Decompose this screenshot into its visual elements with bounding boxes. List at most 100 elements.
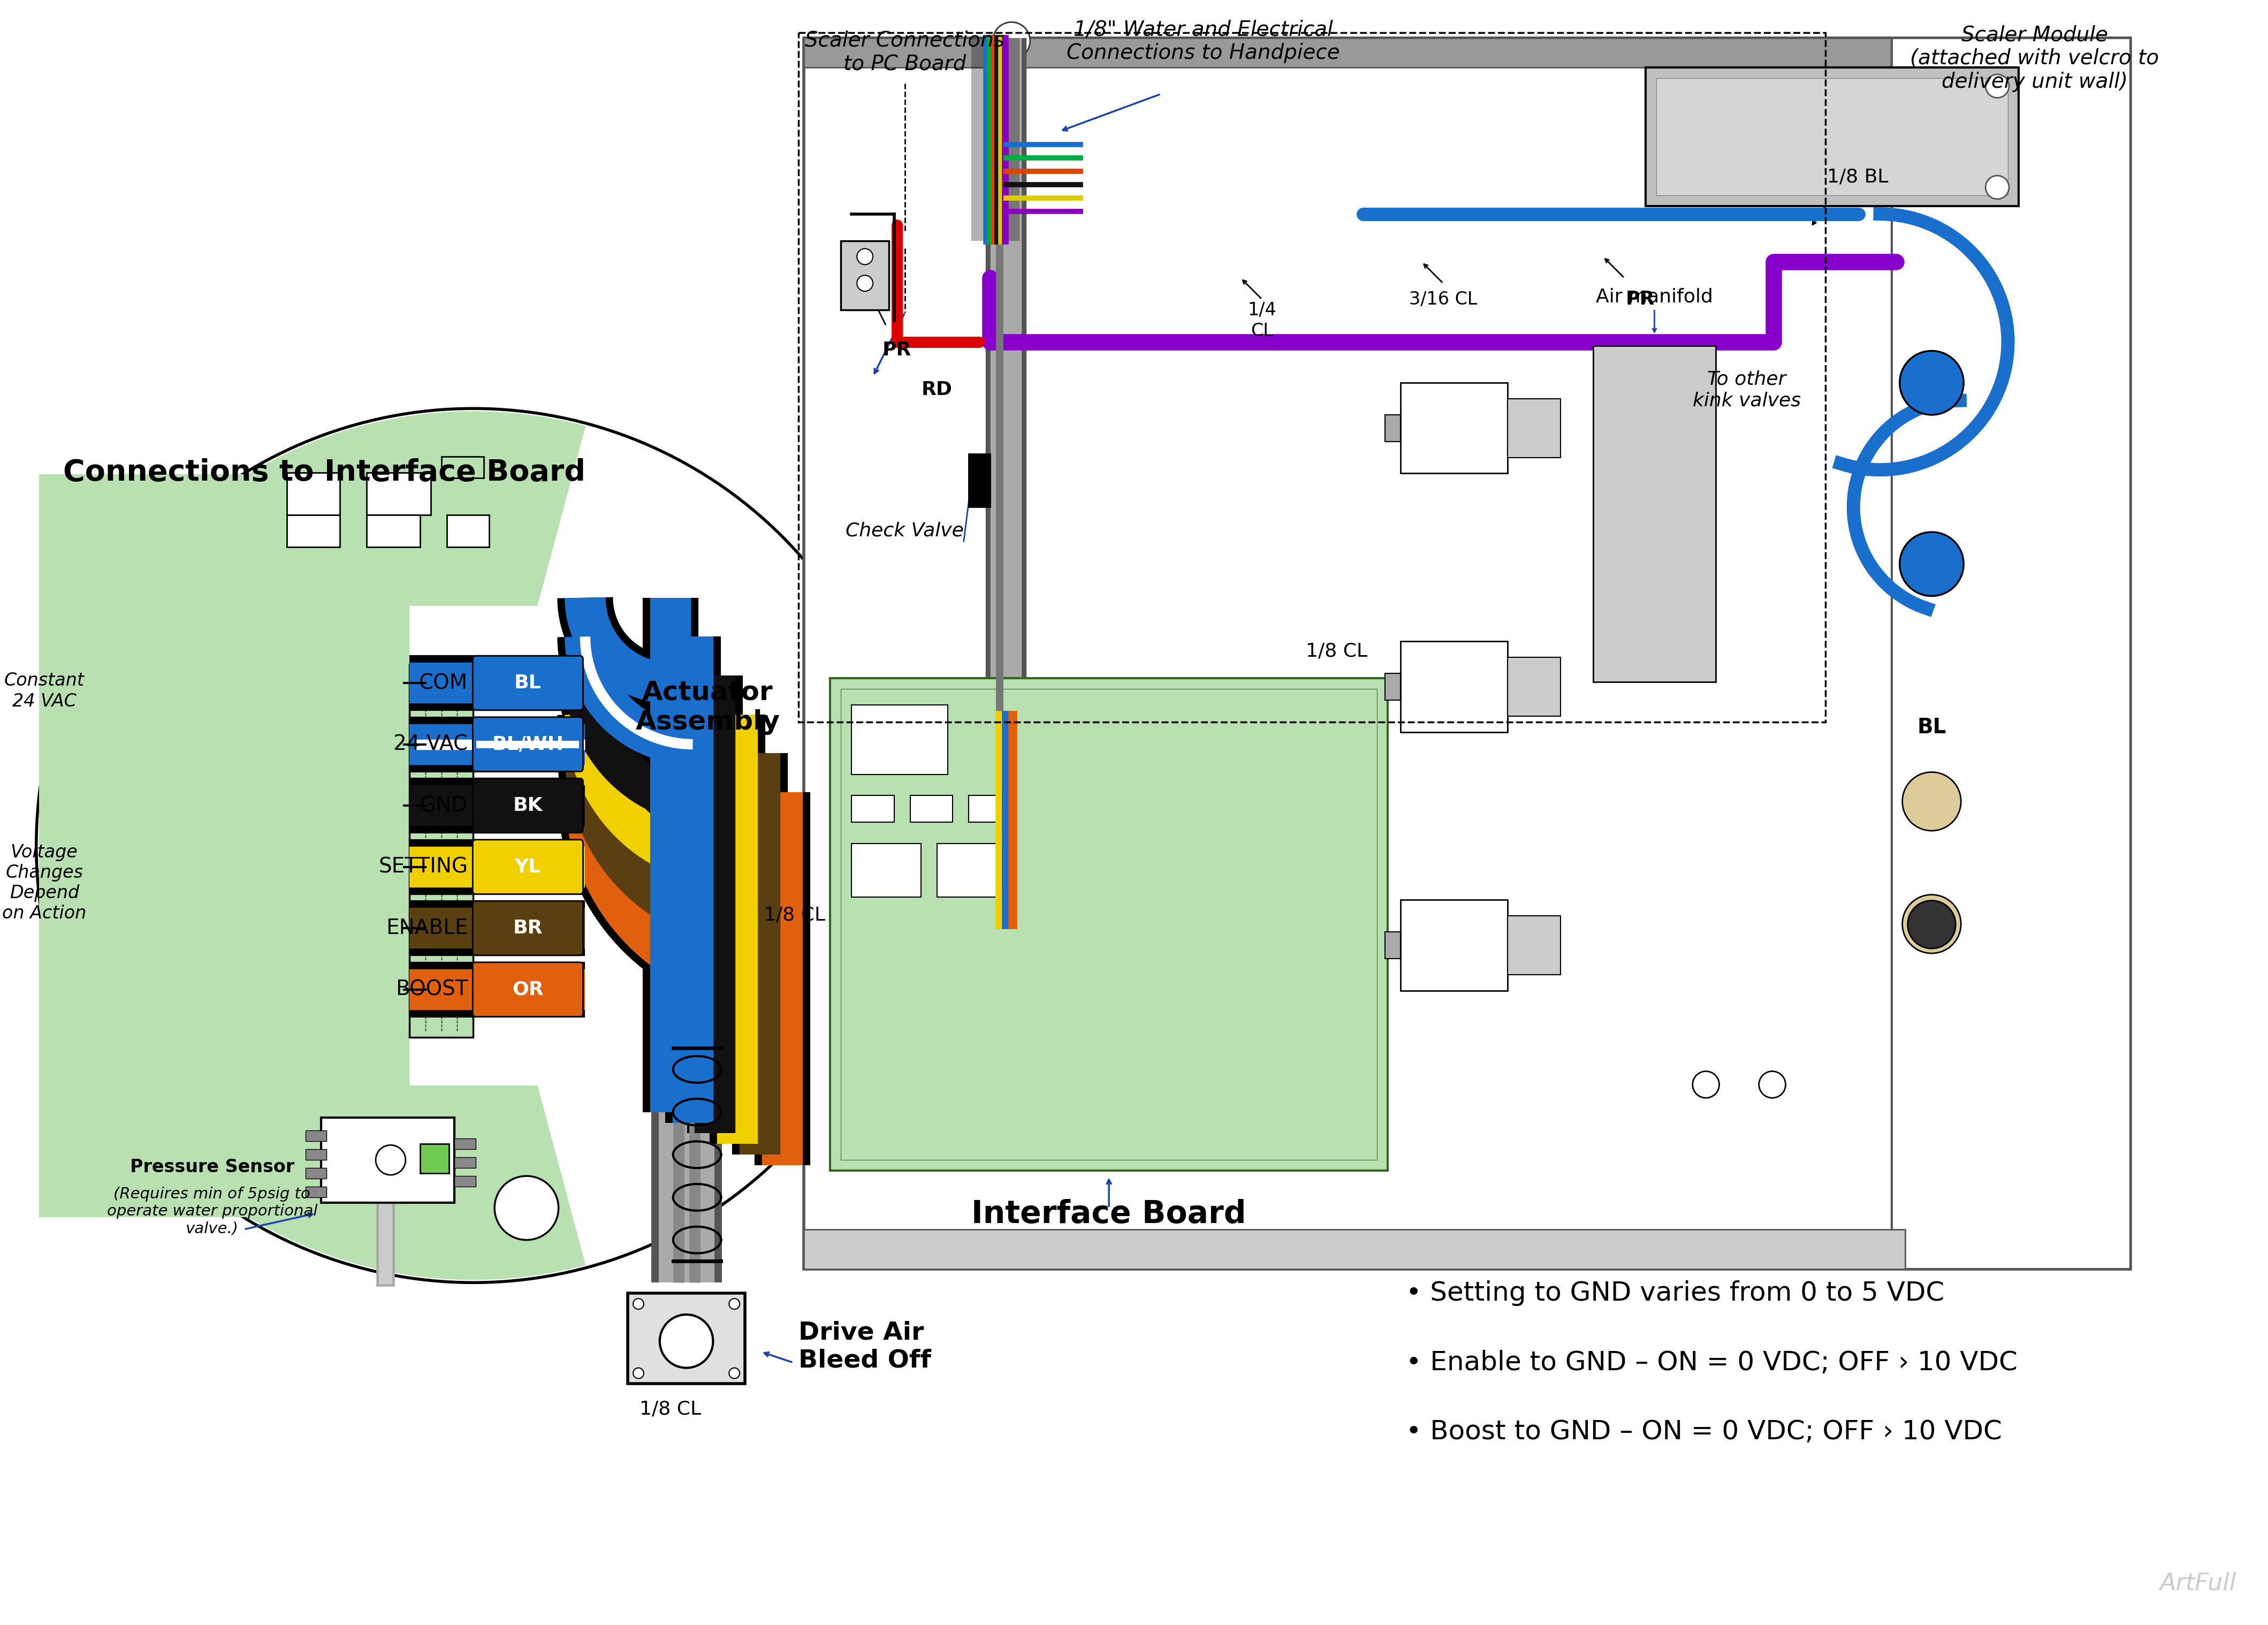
Text: ArtFull: ArtFull (2159, 1571, 2236, 1594)
Circle shape (1692, 1071, 1719, 1098)
Bar (420, 1144, 449, 1173)
Bar (286, 473, 340, 515)
Bar (851, 796, 894, 822)
Circle shape (633, 1368, 644, 1378)
Text: Scaler Module
(attached with velcro to
delivery unit wall): Scaler Module (attached with velcro to d… (1910, 24, 2159, 93)
Text: 1/8" Water and Electrical
Connections to Handpiece: 1/8" Water and Electrical Connections to… (1066, 20, 1340, 63)
Text: To other
kink valves: To other kink valves (1692, 370, 1801, 409)
Bar (968, 453, 991, 507)
Text: Voltage
Changes
Depend
on Action: Voltage Changes Depend on Action (2, 843, 86, 923)
Bar (454, 1139, 476, 1149)
Text: Constant
24 VAC: Constant 24 VAC (5, 671, 84, 710)
Text: 1/8 BL: 1/8 BL (1826, 167, 1887, 185)
Bar (841, 689, 1377, 1160)
Text: 1/4
CL: 1/4 CL (1247, 302, 1277, 340)
Text: • Enable to GND – ON = 0 VDC; OFF › 10 VDC: • Enable to GND – ON = 0 VDC; OFF › 10 V… (1406, 1350, 2019, 1375)
Circle shape (857, 249, 873, 265)
Text: PR: PR (882, 341, 912, 359)
Circle shape (993, 23, 1030, 60)
Text: BL/WH: BL/WH (492, 734, 565, 754)
FancyBboxPatch shape (472, 656, 583, 710)
Circle shape (1985, 75, 2009, 97)
Text: • Boost to GND – ON = 0 VDC; OFF › 10 VDC: • Boost to GND – ON = 0 VDC; OFF › 10 VD… (1406, 1419, 2003, 1445)
FancyBboxPatch shape (472, 962, 583, 1017)
Circle shape (660, 1315, 712, 1368)
Circle shape (857, 275, 873, 291)
FancyBboxPatch shape (472, 840, 583, 894)
Text: RD: RD (921, 380, 953, 400)
Text: Connections to Interface Board: Connections to Interface Board (64, 458, 585, 487)
FancyBboxPatch shape (472, 717, 583, 772)
Bar (830, 678, 1388, 1170)
Text: Interface Board: Interface Board (971, 1199, 1247, 1230)
Bar (968, 796, 1012, 822)
Circle shape (1907, 900, 1955, 949)
Bar (306, 1186, 327, 1198)
Text: OR: OR (513, 980, 544, 998)
FancyBboxPatch shape (472, 778, 583, 832)
Bar (1386, 414, 1402, 442)
Bar (367, 473, 431, 515)
Bar (1592, 346, 1715, 681)
Text: BOOST: BOOST (395, 980, 467, 999)
Bar (1386, 673, 1402, 700)
Bar (841, 240, 889, 310)
Circle shape (494, 1176, 558, 1240)
Circle shape (728, 1298, 739, 1310)
Bar (1386, 931, 1402, 959)
Text: BK: BK (513, 796, 542, 814)
Bar (442, 457, 483, 478)
Text: YL: YL (515, 858, 542, 876)
Circle shape (1901, 531, 1964, 596)
Circle shape (376, 1146, 406, 1175)
Bar (286, 515, 340, 548)
Bar (408, 665, 474, 1037)
Text: COM: COM (420, 673, 467, 694)
Text: PR: PR (1626, 291, 1656, 309)
Text: BR: BR (513, 920, 542, 938)
Bar (1647, 67, 2019, 206)
Bar (851, 843, 921, 897)
Bar (798, 32, 1826, 721)
Text: Actuator
Assembly: Actuator Assembly (635, 679, 780, 734)
Bar (1508, 398, 1560, 457)
Text: Pressure Sensor: Pressure Sensor (129, 1159, 295, 1176)
Bar (1892, 37, 2130, 1269)
Text: 3/16 CL: 3/16 CL (1408, 291, 1476, 309)
Bar (1508, 658, 1560, 717)
Wedge shape (39, 411, 585, 1280)
Bar (1656, 78, 2007, 195)
Text: 24 VAC: 24 VAC (392, 734, 467, 754)
Circle shape (1760, 1071, 1785, 1098)
Bar (322, 1118, 454, 1202)
Bar (851, 705, 948, 773)
Bar (937, 843, 1007, 897)
Text: BL: BL (1916, 717, 1946, 738)
Bar (909, 796, 953, 822)
Text: BL: BL (515, 674, 542, 692)
Bar (306, 1131, 327, 1141)
Bar (408, 606, 782, 1086)
Bar (803, 37, 2130, 1269)
Text: 1/8 CL: 1/8 CL (1306, 642, 1368, 660)
Text: Check Valve: Check Valve (846, 522, 964, 540)
Circle shape (36, 408, 909, 1282)
Text: GND: GND (420, 795, 467, 816)
Bar (1402, 383, 1508, 473)
Bar (454, 1157, 476, 1168)
Bar (306, 1168, 327, 1178)
Text: Air manifold: Air manifold (1597, 288, 1712, 306)
Bar (454, 1176, 476, 1186)
Bar (803, 1228, 1905, 1269)
Text: 1/8 CL: 1/8 CL (764, 905, 826, 925)
Bar (367, 515, 420, 548)
Bar (1402, 900, 1508, 991)
Text: Drive Air
Bleed Off: Drive Air Bleed Off (798, 1321, 930, 1373)
Bar (1402, 642, 1508, 731)
Bar (39, 474, 497, 1217)
FancyBboxPatch shape (472, 900, 583, 955)
Circle shape (1901, 351, 1964, 414)
Text: ENABLE: ENABLE (386, 918, 467, 938)
Text: • Setting to GND varies from 0 to 5 VDC: • Setting to GND varies from 0 to 5 VDC (1406, 1280, 1944, 1306)
Bar (628, 1293, 744, 1384)
